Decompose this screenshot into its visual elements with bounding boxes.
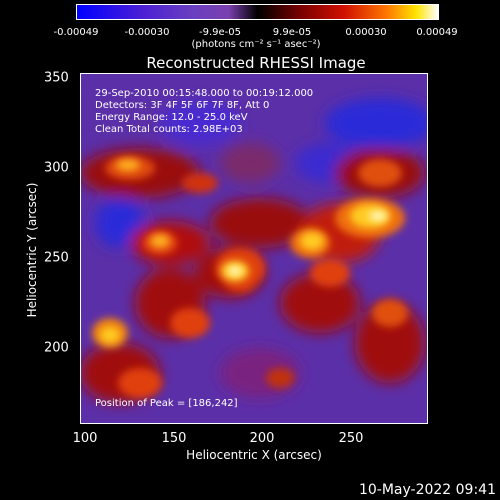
y-axis-label: Heliocentric Y (arcsec)	[25, 182, 39, 318]
timestamp: 10-May-2022 09:41	[358, 482, 496, 498]
y-tick: 250	[44, 250, 69, 266]
info-detectors: Detectors: 3F 4F 5F 6F 7F 8F, Att 0	[95, 100, 270, 111]
colorbar	[76, 4, 439, 20]
info-method: Clean Total counts: 2.98E+03	[95, 124, 243, 135]
page-title: Reconstructed RHESSI Image	[146, 54, 366, 72]
x-tick: 150	[161, 431, 187, 446]
colorbar-tick: 0.00030	[345, 27, 387, 38]
colorbar-units: (photons cm⁻² s⁻¹ asec⁻²)	[191, 39, 321, 50]
y-tick: 300	[44, 160, 69, 176]
x-tick: 250	[338, 431, 364, 446]
image-plot	[80, 73, 428, 424]
x-axis-label: Heliocentric X (arcsec)	[186, 448, 322, 462]
info-energy: Energy Range: 12.0 - 25.0 keV	[95, 112, 248, 123]
colorbar-tick: 0.00049	[416, 27, 458, 38]
colorbar-tick: 9.9e-05	[272, 27, 312, 38]
colorbar-tick: -0.00049	[53, 27, 99, 38]
x-tick: 100	[72, 431, 98, 446]
y-tick: 350	[44, 70, 69, 86]
x-tick: 200	[249, 431, 275, 446]
colorbar-tick: -0.00030	[124, 27, 170, 38]
peak-position-label: Position of Peak = [186,242]	[95, 398, 238, 409]
info-time-range: 29-Sep-2010 00:15:48.000 to 00:19:12.000	[95, 88, 314, 99]
y-tick: 200	[44, 340, 69, 356]
reconstructed-image	[80, 73, 428, 424]
colorbar-tick: -9.9e-05	[199, 27, 241, 38]
